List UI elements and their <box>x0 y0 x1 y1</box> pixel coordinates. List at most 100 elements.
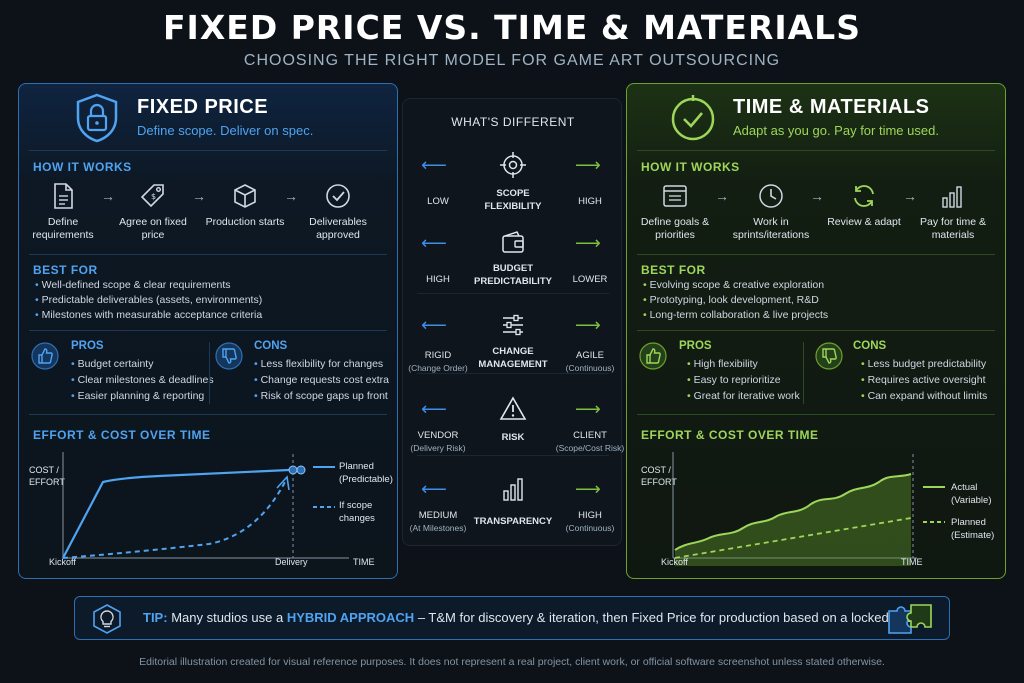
planned-line <box>62 468 290 559</box>
step-production-starts: Production starts <box>205 182 285 229</box>
arrow-right-icon: → <box>284 188 298 204</box>
wallet-icon <box>502 231 524 253</box>
how-it-works-heading: HOW IT WORKS <box>641 160 740 174</box>
list-item: Can expand without limits <box>861 388 988 404</box>
tm-value-note: (Continuous) <box>565 523 615 533</box>
row-divider <box>417 373 609 374</box>
cons-list: Less budget predictability Requires acti… <box>861 356 988 404</box>
fixed-price-tagline: Define scope. Deliver on spec. <box>137 123 314 138</box>
time-materials-panel: TIME & MATERIALS Adapt as you go. Pay fo… <box>626 83 1006 579</box>
row-divider <box>417 455 609 456</box>
fixed-value-main: MEDIUM <box>418 510 458 521</box>
tm-value-note: (Scope/Cost Risk) <box>555 443 625 453</box>
list-item: Great for iterative work <box>687 388 800 404</box>
legend-planned: Planned (Predictable) <box>339 461 393 485</box>
fixed-value-note: (Delivery Risk) <box>410 443 466 453</box>
scope-change-line <box>62 477 288 559</box>
list-item: Requires active oversight <box>861 372 987 388</box>
scope-change-endpoint <box>296 465 306 475</box>
tm-value: AGILE (Continuous) <box>555 349 625 375</box>
fixed-value: VENDOR (Delivery Risk) <box>403 429 473 455</box>
divider <box>637 330 995 331</box>
arrowhead-icon <box>276 475 290 491</box>
tip-post: – T&M for discovery & iteration, then Fi… <box>417 610 931 625</box>
row-label: BUDGET PREDICTABILITY <box>474 263 552 287</box>
box-icon <box>234 184 256 208</box>
target-icon <box>500 152 526 178</box>
chart-x-end: TIME <box>901 557 923 567</box>
step-work-sprints: Work in sprints/iterations <box>731 182 811 242</box>
step-pay: Pay for time & materials <box>913 182 993 242</box>
pros-heading: PROS <box>71 340 104 352</box>
divider <box>29 150 387 151</box>
step-label: Deliverables approved <box>309 216 367 241</box>
tm-value-main: HIGH <box>578 510 602 521</box>
list-item: Prototyping, look development, R&D <box>643 293 828 308</box>
refresh-icon <box>854 185 874 207</box>
tm-value: HIGH <box>578 196 602 207</box>
arrow-left-icon: ⟵ <box>421 315 447 335</box>
fixed-value-note: (At Milestones) <box>409 523 467 533</box>
list-item: Less budget predictability <box>861 356 987 372</box>
list-item: Less flexibility for changes <box>254 356 389 372</box>
list-item: Easier planning & reporting <box>71 388 214 404</box>
tm-value: CLIENT (Scope/Cost Risk) <box>555 429 625 455</box>
fixed-value: MEDIUM (At Milestones) <box>403 509 473 535</box>
row-label: SCOPE FLEXIBILITY <box>484 188 542 212</box>
comparison-row-risk: ⟵ ⟶ RISK VENDOR (Delivery Risk) CLIENT (Sc… <box>403 395 625 463</box>
variance-area <box>675 474 911 566</box>
pros-heading: PROS <box>679 340 712 352</box>
pros-list: High flexibility Easy to reprioritize Gr… <box>687 356 800 404</box>
step-label: Pay for time & materials <box>920 216 986 241</box>
tip-label: TIP: <box>143 610 168 625</box>
row-label: RISK <box>501 432 525 443</box>
list-item: Clear milestones & deadlines <box>71 372 214 388</box>
list-item: Well-defined scope & clear requirements <box>35 278 262 293</box>
arrow-right-icon: ⟶ <box>575 399 601 419</box>
step-label: Work in sprints/iterations <box>732 216 810 241</box>
chart-y-label: COST / EFFORT <box>29 465 65 487</box>
step-label: Define goals & priorities <box>640 216 710 241</box>
list-window-icon <box>663 185 687 207</box>
divider <box>637 150 995 151</box>
bar-chart-icon <box>942 186 962 208</box>
clock-check-icon <box>671 95 715 141</box>
comparison-row-transparency: ⟵ ⟶ TRANSPARENCY MEDIUM (At Milestones) H… <box>403 475 623 543</box>
step-define-requirements: Define requirements <box>23 182 103 242</box>
best-for-heading: BEST FOR <box>33 263 98 277</box>
divider <box>637 414 995 415</box>
tip-keyword: HYBRID APPROACH <box>286 610 415 625</box>
chart-x-end: TIME <box>353 557 375 567</box>
list-item: Budget certainty <box>71 356 214 372</box>
actual-line <box>674 473 912 551</box>
best-for-list: Evolving scope & creative exploration Pr… <box>643 278 829 323</box>
footer-disclaimer: Editorial illustration created for visua… <box>139 656 885 668</box>
legend-actual: Actual (Variable) <box>951 482 992 506</box>
list-item: Predictable deliverables (assets, enviro… <box>35 293 263 308</box>
cons-heading: CONS <box>853 340 887 352</box>
step-define-goals: Define goals & priorities <box>635 182 715 242</box>
fixed-value: HIGH <box>426 274 450 285</box>
step-review-adapt: Review & adapt <box>824 182 904 229</box>
step-label: Agree on fixed price <box>119 216 187 241</box>
list-item: Easy to reprioritize <box>687 372 800 388</box>
divider <box>637 254 995 255</box>
lightbulb-icon <box>93 604 121 634</box>
thumbs-up-icon <box>639 342 667 370</box>
comparison-heading: WHAT'S DIFFERENT <box>451 115 575 129</box>
comparison-row-change: ⟵ ⟶ CHANGE MANAGEMENT RIGID (Change Order… <box>403 311 623 379</box>
lock-shield-icon <box>76 93 118 143</box>
fixed-value-main: VENDOR <box>417 430 459 441</box>
tm-value-note: (Continuous) <box>565 363 615 373</box>
list-item: Long-term collaboration & live projects <box>643 308 829 323</box>
row-label: CHANGE MANAGEMENT <box>478 346 548 370</box>
row-divider <box>417 293 609 294</box>
time-materials-tagline: Adapt as you go. Pay for time used. <box>733 123 939 138</box>
puzzle-icon <box>888 604 932 634</box>
comparison-row-scope: ⟵ ⟶ SCOPE FLEXIBILITY LOW HIGH <box>403 151 623 219</box>
fixed-value: RIGID (Change Order) <box>403 349 473 375</box>
list-item: Milestones with measurable acceptance cr… <box>35 308 263 323</box>
page-subtitle: CHOOSING THE RIGHT MODEL FOR GAME ART OU… <box>243 52 781 69</box>
planned-endpoint <box>288 465 298 475</box>
check-circle-icon <box>326 184 350 208</box>
